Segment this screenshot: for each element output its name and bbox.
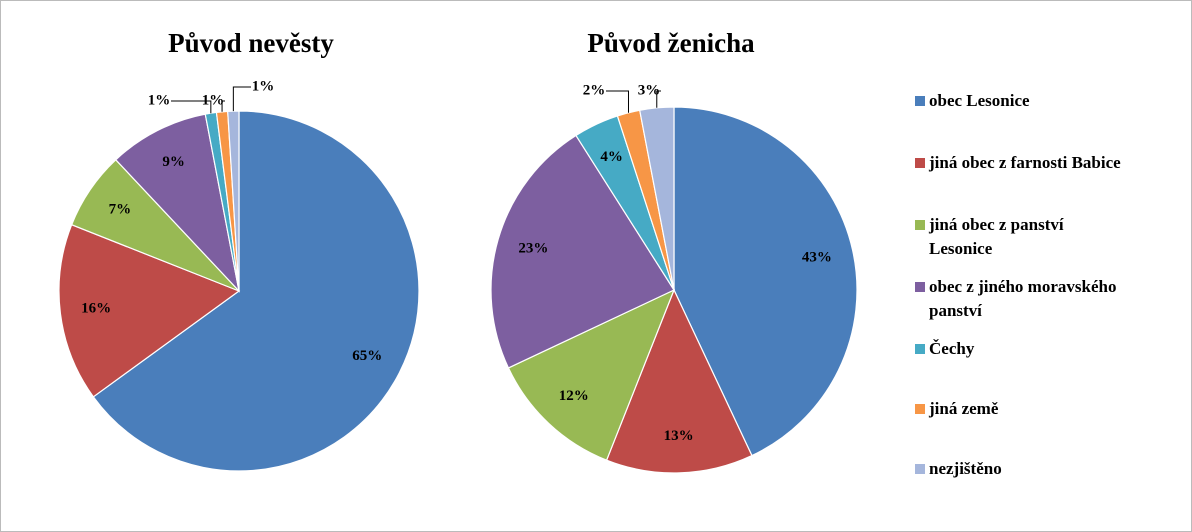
pie-slice bbox=[490, 134, 675, 369]
chart-title: Původ ženicha bbox=[587, 28, 755, 58]
pie-slice bbox=[507, 288, 676, 461]
legend-swatch bbox=[915, 344, 925, 354]
data-label: 1% bbox=[202, 92, 225, 108]
leader-line bbox=[656, 90, 661, 108]
legend-label: Čechy bbox=[929, 339, 975, 358]
data-label: 4% bbox=[600, 149, 623, 165]
data-label: 9% bbox=[162, 154, 185, 170]
legend-item: obec z jiného moravského panství bbox=[915, 275, 1185, 323]
leader-line bbox=[606, 90, 629, 113]
data-label: 1% bbox=[148, 92, 171, 108]
leader-line bbox=[171, 100, 212, 114]
legend-item: jiná obec z farnosti Babice bbox=[915, 151, 1185, 175]
legend-label: jiná obec z panství Lesonice bbox=[929, 215, 1064, 258]
legend-swatch bbox=[915, 404, 925, 414]
pie-slice bbox=[673, 106, 858, 457]
data-label: 3% bbox=[638, 82, 661, 98]
legend-label: nezjištěno bbox=[929, 459, 1002, 478]
pie-slice bbox=[92, 110, 420, 472]
legend-item: jiná obec z panství Lesonice bbox=[915, 213, 1185, 261]
legend-swatch bbox=[915, 96, 925, 106]
data-label: 13% bbox=[664, 428, 694, 444]
data-label: 7% bbox=[109, 201, 132, 217]
pie-slice bbox=[605, 288, 753, 474]
legend-swatch bbox=[915, 282, 925, 292]
legend-item: jiná země bbox=[915, 397, 1185, 421]
pie-slice bbox=[58, 223, 241, 398]
data-label: 65% bbox=[352, 348, 382, 364]
data-label: 23% bbox=[518, 241, 548, 257]
legend-item: Čechy bbox=[915, 337, 1185, 361]
leader-line bbox=[221, 100, 225, 112]
leader-line bbox=[232, 86, 251, 112]
legend-label: obec Lesonice bbox=[929, 91, 1030, 110]
pie-slice bbox=[114, 113, 240, 293]
data-label: 43% bbox=[802, 250, 832, 266]
chart-title: Původ nevěsty bbox=[168, 28, 334, 58]
legend-swatch bbox=[915, 158, 925, 168]
data-label: 16% bbox=[81, 300, 111, 316]
data-label: 1% bbox=[252, 78, 275, 94]
legend-label: jiná země bbox=[929, 399, 999, 418]
legend-swatch bbox=[915, 464, 925, 474]
legend-item: nezjištěno bbox=[915, 457, 1185, 481]
data-label: 2% bbox=[583, 82, 606, 98]
legend-label: obec z jiného moravského panství bbox=[929, 277, 1117, 320]
legend-swatch bbox=[915, 220, 925, 230]
legend-item: obec Lesonice bbox=[915, 89, 1185, 113]
legend-label: jiná obec z farnosti Babice bbox=[929, 153, 1121, 172]
data-label: 12% bbox=[559, 388, 589, 404]
